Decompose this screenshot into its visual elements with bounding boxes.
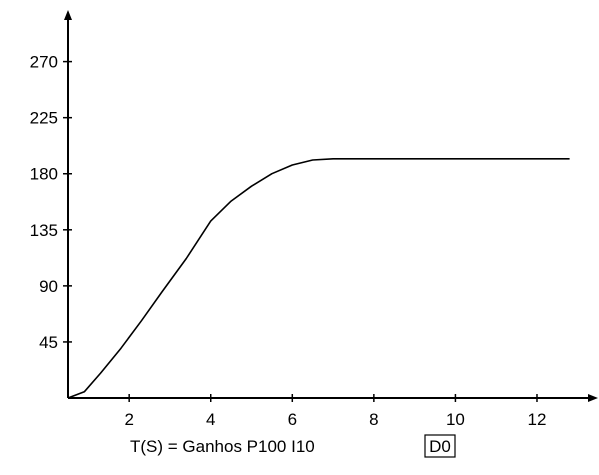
x-axis-label-boxed: D0 bbox=[429, 437, 451, 456]
y-tick-label: 225 bbox=[30, 109, 58, 128]
x-axis-label: T(S) = Ganhos P100 I10 D0 bbox=[130, 434, 456, 458]
y-axis-arrow-icon bbox=[64, 10, 72, 20]
x-tick-label: 10 bbox=[446, 410, 465, 429]
x-tick-label: 2 bbox=[124, 410, 133, 429]
x-axis-arrow-icon bbox=[588, 394, 598, 402]
x-tick-label: 4 bbox=[206, 410, 215, 429]
x-tick-label: 12 bbox=[528, 410, 547, 429]
y-axis bbox=[64, 10, 72, 398]
x-ticks: 2 4 6 8 10 12 bbox=[124, 394, 546, 429]
y-tick-label: 45 bbox=[39, 333, 58, 352]
y-tick-label: 270 bbox=[30, 53, 58, 72]
y-tick-label: 135 bbox=[30, 221, 58, 240]
x-axis bbox=[68, 394, 598, 402]
y-ticks: 45 90 135 180 225 270 bbox=[30, 53, 72, 352]
y-tick-label: 180 bbox=[30, 165, 58, 184]
x-axis-label-text: T(S) = Ganhos P100 I10 bbox=[130, 437, 315, 456]
boxed-label-frame bbox=[424, 434, 456, 458]
y-tick-label: 90 bbox=[39, 277, 58, 296]
series-line bbox=[67, 158, 570, 399]
x-tick-label: 8 bbox=[369, 410, 378, 429]
x-tick-label: 6 bbox=[288, 410, 297, 429]
